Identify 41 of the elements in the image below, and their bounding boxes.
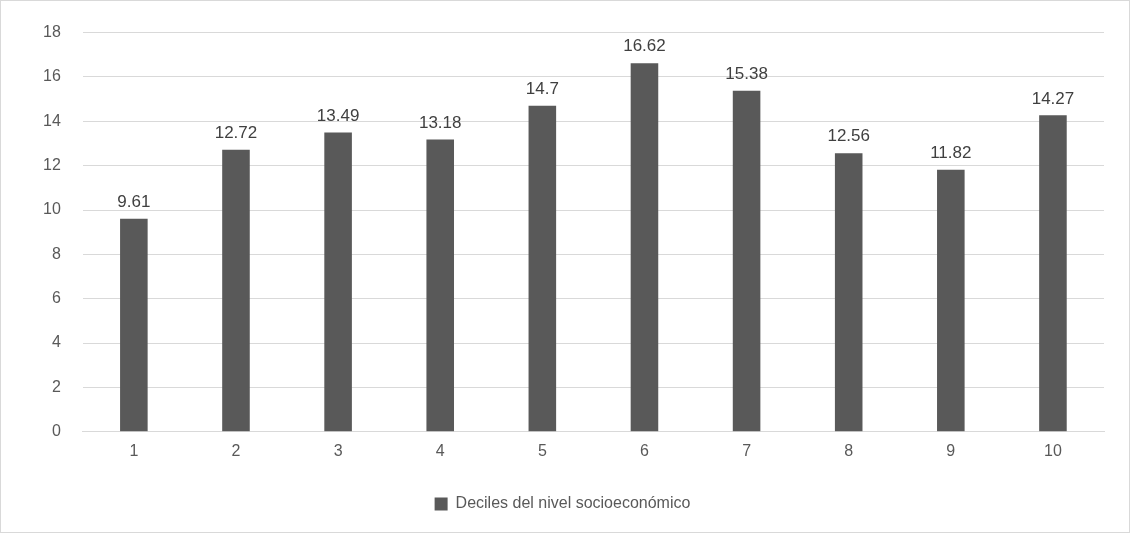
data-label: 15.38 <box>725 63 768 83</box>
y-tick-label: 16 <box>43 67 61 85</box>
bar <box>834 153 863 432</box>
x-tick-label: 10 <box>1044 441 1062 459</box>
bar <box>732 90 761 432</box>
bar <box>937 169 965 432</box>
x-tick-label: 7 <box>742 441 752 459</box>
x-tick-label: 9 <box>946 441 956 459</box>
bar <box>222 149 250 432</box>
y-tick-label: 0 <box>51 422 61 440</box>
x-tick-label: 5 <box>537 441 547 459</box>
data-label: 14.27 <box>1031 88 1075 108</box>
data-label: 12.56 <box>827 126 870 146</box>
y-tick-label: 4 <box>51 333 61 351</box>
bar <box>120 218 148 432</box>
bar <box>324 132 352 432</box>
x-tick-label: 3 <box>333 441 343 459</box>
y-tick-label: 6 <box>51 289 61 307</box>
x-tick-label: 2 <box>231 441 241 459</box>
y-tick-label: 2 <box>51 377 61 395</box>
data-label: 14.7 <box>525 78 559 98</box>
bar <box>1039 115 1067 432</box>
y-tick-label: 14 <box>43 111 61 129</box>
bar <box>630 63 659 432</box>
x-tick-label: 1 <box>129 441 139 459</box>
data-label: 9.61 <box>117 191 151 211</box>
data-label: 16.62 <box>623 36 666 56</box>
y-tick-label: 8 <box>51 244 61 262</box>
x-tick-label: 6 <box>640 441 650 459</box>
x-tick-label: 8 <box>844 441 854 459</box>
legend-label: Deciles del nivel socioeconómico <box>455 494 691 512</box>
bar <box>426 139 454 432</box>
data-label: 13.49 <box>316 105 360 125</box>
bar <box>528 105 557 432</box>
data-label: 13.18 <box>418 112 462 132</box>
y-tick-label: 10 <box>43 200 61 218</box>
y-tick-label: 12 <box>43 156 61 174</box>
data-label: 11.82 <box>930 142 972 162</box>
x-tick-label: 4 <box>435 441 445 459</box>
data-label: 12.72 <box>214 122 258 142</box>
y-tick-label: 18 <box>43 23 61 41</box>
